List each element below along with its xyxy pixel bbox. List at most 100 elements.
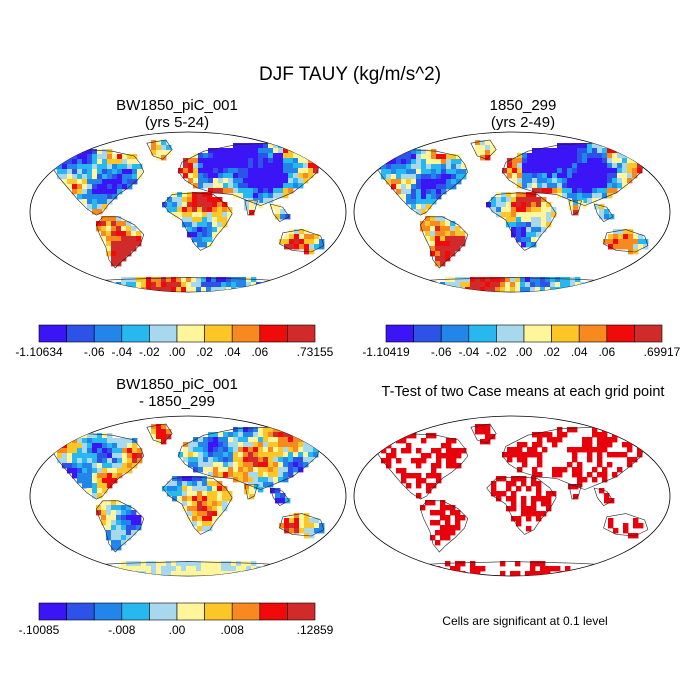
colorbar-swatch [149, 324, 178, 343]
coastline-south-america [420, 216, 469, 269]
colorbar-case1 [38, 324, 316, 343]
colorbar-swatch [606, 324, 635, 343]
colorbar-swatch [578, 324, 608, 343]
colorbar-swatch [66, 602, 95, 621]
colorbar-tick-label: -.04 [111, 345, 133, 359]
coastline-north-america [51, 149, 145, 216]
coastline-australia [603, 229, 649, 253]
colorbar-tick-label: .00 [168, 623, 186, 637]
colorbar-tick-label: .06 [598, 345, 616, 359]
colorbar-swatch [523, 324, 552, 343]
colorbar-tick-label: .00 [168, 345, 186, 359]
field-cells [52, 424, 325, 576]
coastline-south-america [96, 500, 145, 553]
colorbar-swatch [38, 324, 67, 343]
colorbar-tick-label: -1.10634 [15, 345, 63, 359]
colorbar-swatch [634, 324, 663, 343]
colorbar-tick-label: .73155 [296, 345, 334, 359]
colorbar-tick-label: .04 [223, 345, 241, 359]
colorbar-swatch [231, 324, 261, 343]
panel-title-case1-line1: BW1850_piC_001 [116, 97, 238, 114]
colorbar-tick-label: .00 [515, 345, 533, 359]
colorbar-swatch [413, 324, 442, 343]
map-panel-ttest [353, 415, 671, 577]
panel-title-case1-line2: (yrs 5-24) [144, 114, 210, 131]
colorbar-swatch [93, 602, 123, 621]
figure-title: DJF TAUY (kg/m/s^2) [258, 64, 442, 85]
colorbar-swatch [66, 324, 95, 343]
panel-title-case1: BW1850_piC_001 (yrs 5-24) [62, 97, 292, 131]
coastline-greenland [470, 139, 497, 160]
colorbar-diff [38, 602, 316, 621]
colorbar-tick-label: .02 [196, 345, 213, 359]
coastline-se-asia [593, 203, 614, 222]
colorbar-swatch [259, 324, 288, 343]
colorbar-tick-label: .02 [543, 345, 560, 359]
colorbar-tick-label: -1.10419 [362, 345, 410, 359]
colorbar-tick-label: -.10085 [18, 623, 60, 637]
colorbar-swatch [496, 324, 525, 343]
colorbar-swatch [93, 324, 123, 343]
colorbar-swatch [551, 324, 580, 343]
panel-title-diff-line1: BW1850_piC_001 [116, 376, 238, 393]
colorbar-tick-label: .008 [220, 623, 244, 637]
coastline-eurasia [178, 142, 322, 206]
coastline-greenland [146, 423, 173, 444]
colorbar-swatch [176, 602, 205, 621]
coastline-greenland [470, 423, 497, 444]
panel-title-case2-line2: (yrs 2-49) [490, 114, 556, 131]
colorbar-tick-label: .69917 [643, 345, 681, 359]
coastline-africa [162, 192, 233, 251]
colorbar-swatch [149, 602, 178, 621]
coastline-south-america [420, 500, 469, 553]
coastline-se-asia [269, 203, 290, 222]
map-panel-diff [29, 415, 347, 577]
panel-title-diff-line2: - 1850_299 [139, 393, 215, 410]
coastline-australia [603, 513, 649, 537]
colorbar-swatch [468, 324, 497, 343]
coastline-se-asia [593, 487, 614, 506]
coastline-eurasia [502, 426, 646, 490]
colorbar-tick-label: -.02 [486, 345, 507, 359]
panel-title-ttest: T-Test of two Case means at each grid po… [381, 384, 665, 400]
colorbar-swatch [259, 602, 288, 621]
coastline-africa [486, 192, 557, 251]
colorbar-swatch [121, 602, 150, 621]
colorbar-tick-label: -.06 [83, 345, 105, 359]
colorbar-tick-label: .12859 [296, 623, 334, 637]
coastline-eurasia [178, 426, 322, 490]
colorbar-swatch [385, 324, 414, 343]
coastline-greenland [146, 139, 173, 160]
colorbar-swatch [38, 602, 67, 621]
coastline-australia [279, 229, 325, 253]
colorbar-tick-label: -.02 [139, 345, 160, 359]
colorbar-case2 [385, 324, 663, 343]
colorbar-swatch [231, 602, 261, 621]
coastline-north-america [375, 433, 469, 500]
field-cells [376, 140, 649, 292]
colorbar-swatch [204, 602, 233, 621]
colorbar-tick-label: -.04 [458, 345, 480, 359]
colorbar-swatch [121, 324, 150, 343]
colorbar-swatch [287, 324, 316, 343]
colorbar-tick-label: -.06 [430, 345, 452, 359]
significance-note: Cells are significant at 0.1 level [442, 614, 608, 628]
colorbar-tick-label: .04 [570, 345, 588, 359]
coastline-se-asia [269, 487, 290, 506]
coastline-india [568, 200, 582, 216]
colorbar-swatch [176, 324, 205, 343]
coastline-africa [486, 476, 557, 535]
coastline-india [244, 200, 258, 216]
map-panel-case2 [353, 131, 671, 293]
panel-title-diff: BW1850_piC_001 - 1850_299 [62, 376, 292, 410]
map-panel-case1 [29, 131, 347, 293]
coastline-india [244, 484, 258, 500]
colorbar-swatch [440, 324, 470, 343]
panel-title-case2: 1850_299 (yrs 2-49) [408, 97, 638, 131]
coastline-north-america [51, 433, 145, 500]
colorbar-tick-label: .06 [251, 345, 269, 359]
coastline-australia [279, 513, 325, 537]
colorbar-swatch [287, 602, 316, 621]
colorbar-swatch [204, 324, 233, 343]
